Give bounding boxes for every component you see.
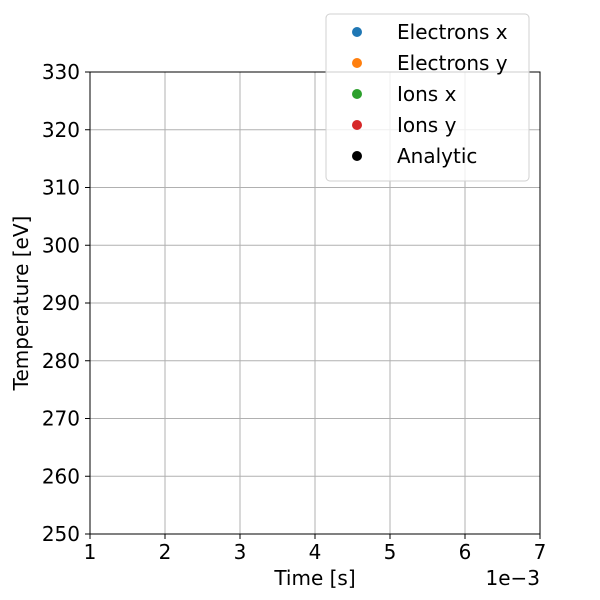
ticks — [85, 71, 541, 539]
tick-labels: 1 2 3 4 5 6 7 250 260 270 280 290 300 310 320 330 — [42, 60, 547, 564]
legend-marker — [352, 89, 362, 99]
y-tick-label: 270 — [42, 407, 80, 431]
y-axis-label: Temperature [eV] — [9, 216, 33, 392]
y-tick-label: 300 — [42, 233, 80, 257]
y-tick-label: 310 — [42, 176, 80, 200]
legend-marker — [352, 58, 362, 68]
x-axis-label: Time [s] — [273, 566, 355, 590]
y-tick-label: 250 — [42, 522, 80, 546]
x-tick-label: 1 — [84, 540, 97, 564]
legend-marker — [352, 27, 362, 37]
x-tick-label: 6 — [459, 540, 472, 564]
y-tick-label: 330 — [42, 60, 80, 84]
legend-entry: Ions y — [397, 113, 457, 137]
legend-marker — [352, 151, 362, 161]
legend-entry: Electrons y — [397, 51, 508, 75]
x-axis-offset-label: 1e−3 — [485, 566, 540, 590]
legend-entry: Ions x — [397, 82, 457, 106]
y-tick-label: 320 — [42, 118, 80, 142]
legend-marker — [352, 120, 362, 130]
x-tick-label: 2 — [159, 540, 172, 564]
x-tick-label: 5 — [384, 540, 397, 564]
y-tick-label: 280 — [42, 349, 80, 373]
x-tick-label: 3 — [234, 540, 247, 564]
y-tick-label: 260 — [42, 464, 80, 488]
x-tick-label: 4 — [309, 540, 322, 564]
legend-box — [325, 13, 530, 182]
y-tick-label: 290 — [42, 291, 80, 315]
legend-entry: Electrons x — [397, 20, 508, 44]
legend-entry: Analytic — [397, 144, 477, 168]
x-tick-label: 7 — [534, 540, 547, 564]
legend: Electrons x Electrons y Ions x Ions y Analyt… — [325, 13, 530, 182]
